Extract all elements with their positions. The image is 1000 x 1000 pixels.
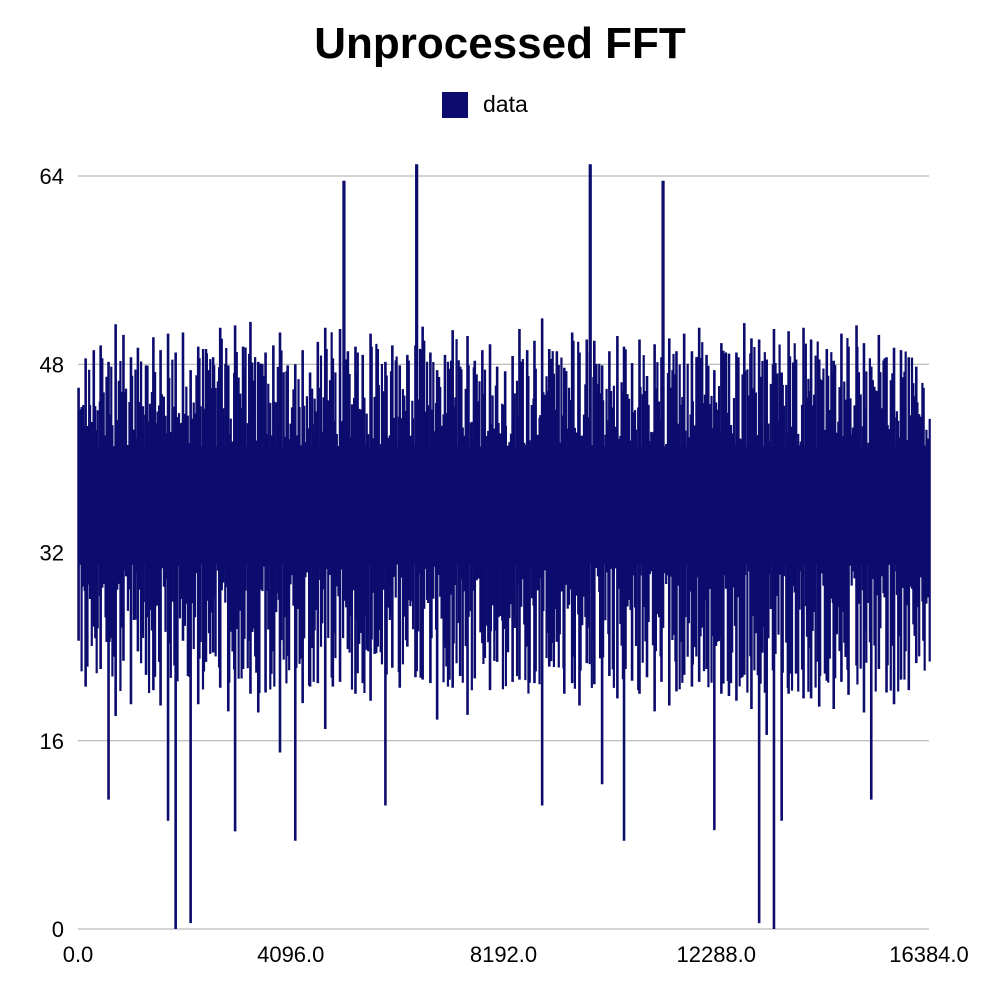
x-tick-label: 8192.0	[470, 942, 537, 967]
x-tick-label: 12288.0	[676, 942, 756, 967]
legend: data	[442, 91, 528, 118]
x-tick-labels: 0.0 4096.0 8192.0 12288.0 16384.0	[63, 942, 969, 967]
chart-title: Unprocessed FFT	[314, 19, 686, 68]
legend-swatch-data	[442, 92, 468, 118]
y-tick-label: 32	[40, 541, 64, 566]
y-tick-label: 64	[40, 164, 64, 189]
y-tick-label: 48	[40, 352, 64, 377]
x-tick-label: 4096.0	[257, 942, 324, 967]
data-series	[77, 164, 931, 929]
y-tick-label: 16	[40, 729, 64, 754]
y-tick-labels: 0 16 32 48 64	[40, 164, 64, 942]
y-tick-label: 0	[52, 917, 64, 942]
x-tick-label: 0.0	[63, 942, 94, 967]
x-tick-label: 16384.0	[889, 942, 969, 967]
legend-label-data: data	[483, 91, 528, 117]
